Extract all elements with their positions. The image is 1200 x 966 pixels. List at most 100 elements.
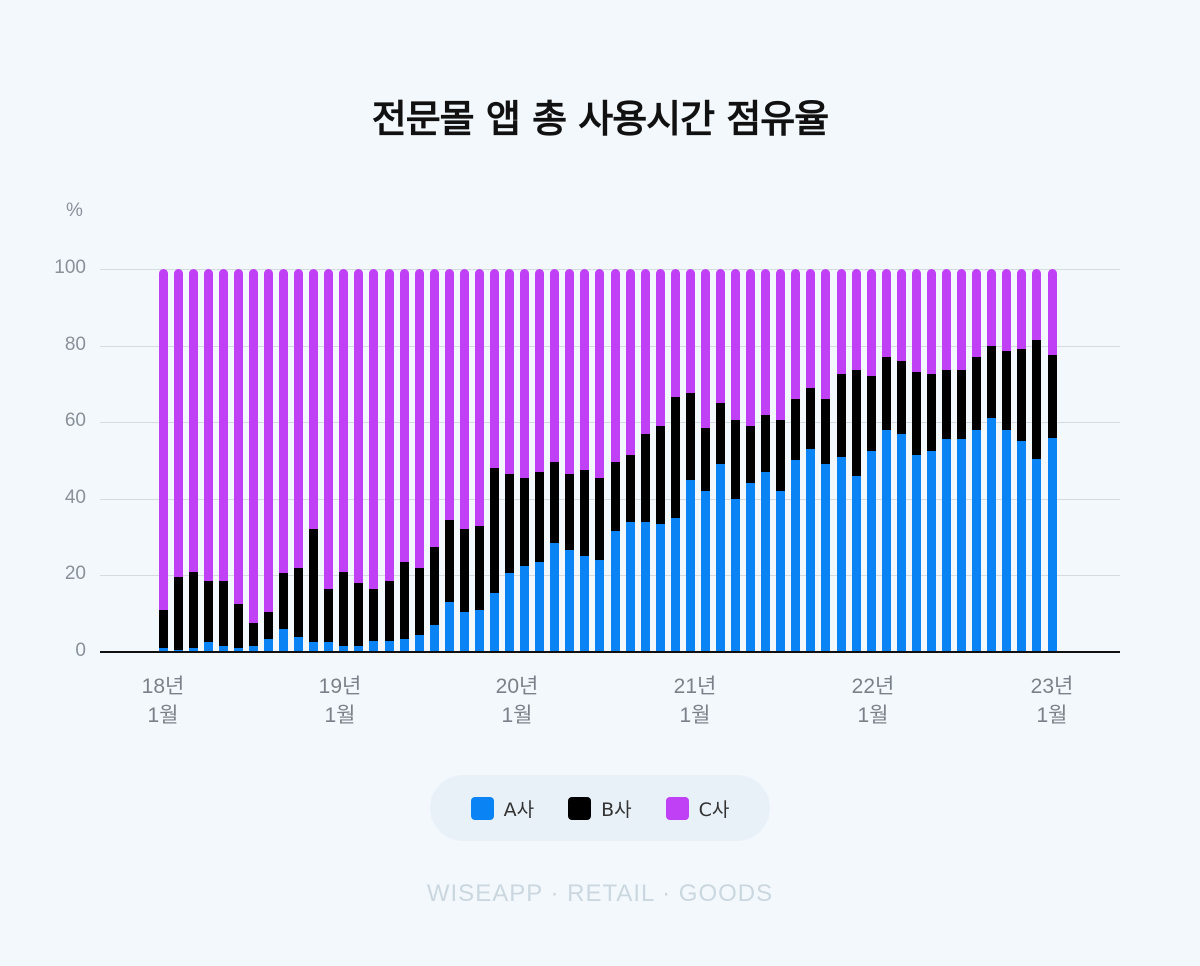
- stacked-bar[interactable]: [851, 269, 861, 652]
- stacked-bar[interactable]: [926, 269, 936, 652]
- stacked-bar[interactable]: [399, 269, 409, 652]
- gridline: [100, 575, 1120, 577]
- stacked-bar[interactable]: [776, 269, 786, 652]
- bar-segment: [203, 642, 213, 652]
- bar-segment: [942, 370, 952, 440]
- stacked-bar[interactable]: [444, 269, 454, 652]
- bar-segment: [324, 588, 334, 643]
- stacked-bar[interactable]: [263, 269, 273, 652]
- gridline: [100, 269, 1120, 270]
- stacked-bar[interactable]: [595, 269, 605, 652]
- stacked-bar[interactable]: [716, 269, 725, 652]
- bar-segment: [746, 426, 756, 484]
- legend-item-b[interactable]: B사: [568, 795, 632, 822]
- stacked-bar[interactable]: [1047, 269, 1057, 652]
- stacked-bar[interactable]: [324, 269, 334, 652]
- stacked-bar[interactable]: [746, 269, 756, 652]
- bar-segment: [610, 269, 620, 463]
- stacked-bar[interactable]: [836, 269, 846, 652]
- stacked-bar[interactable]: [700, 269, 710, 652]
- stacked-bar[interactable]: [896, 269, 906, 652]
- stacked-bar[interactable]: [354, 269, 364, 652]
- bar-segment: [294, 269, 304, 568]
- bar-segment: [821, 399, 831, 465]
- stacked-bar[interactable]: [640, 269, 650, 652]
- stacked-bar[interactable]: [806, 269, 816, 652]
- stacked-bar[interactable]: [414, 269, 424, 652]
- stacked-bar[interactable]: [158, 269, 168, 652]
- bar-segment: [942, 269, 952, 371]
- stacked-bar[interactable]: [610, 269, 620, 652]
- bar-segment: [911, 269, 921, 373]
- stacked-bar[interactable]: [339, 269, 349, 652]
- stacked-bar[interactable]: [520, 269, 530, 652]
- stacked-bar[interactable]: [474, 269, 484, 652]
- legend: A사 B사 C사: [430, 775, 770, 841]
- bar-segment: [173, 269, 183, 578]
- stacked-bar[interactable]: [987, 269, 997, 652]
- bar-segment: [655, 426, 665, 524]
- bar-segment: [625, 521, 635, 652]
- bar-segment: [399, 638, 409, 652]
- stacked-bar[interactable]: [972, 269, 982, 652]
- stacked-bar[interactable]: [821, 269, 831, 652]
- stacked-bar[interactable]: [580, 269, 590, 652]
- stacked-bar[interactable]: [866, 269, 876, 652]
- bar-segment: [263, 611, 273, 639]
- stacked-bar[interactable]: [670, 269, 680, 652]
- stacked-bar[interactable]: [1017, 269, 1027, 652]
- stacked-bar[interactable]: [881, 269, 891, 652]
- bar-segment: [580, 269, 590, 471]
- legend-item-a[interactable]: A사: [470, 795, 534, 822]
- stacked-bar[interactable]: [957, 269, 967, 652]
- stacked-bar[interactable]: [655, 269, 665, 652]
- stacked-bar[interactable]: [309, 269, 319, 652]
- bar-segment: [1017, 269, 1027, 350]
- bar-segment: [670, 397, 680, 518]
- stacked-bar[interactable]: [761, 269, 771, 652]
- stacked-bar[interactable]: [173, 269, 183, 652]
- stacked-bar[interactable]: [550, 269, 560, 652]
- stacked-bar[interactable]: [248, 269, 258, 652]
- stacked-bar[interactable]: [625, 269, 635, 652]
- stacked-bar[interactable]: [685, 269, 695, 652]
- bar-segment: [384, 581, 394, 641]
- stacked-bar[interactable]: [203, 269, 213, 652]
- y-axis-unit: %: [66, 200, 83, 221]
- stacked-bar[interactable]: [218, 269, 228, 652]
- stacked-bar[interactable]: [369, 269, 379, 652]
- stacked-bar[interactable]: [459, 269, 469, 652]
- stacked-bar[interactable]: [429, 269, 439, 652]
- stacked-bar[interactable]: [791, 269, 801, 652]
- bar-segment: [369, 640, 379, 652]
- stacked-bar[interactable]: [233, 269, 243, 652]
- bar-segment: [700, 491, 710, 652]
- stacked-bar[interactable]: [942, 269, 952, 652]
- stacked-bar[interactable]: [505, 269, 515, 652]
- x-tick-label: 19년 1월: [318, 675, 362, 727]
- bar-segment: [263, 638, 273, 652]
- bar-segment: [309, 269, 319, 530]
- stacked-bar[interactable]: [535, 269, 545, 652]
- stacked-bar[interactable]: [384, 269, 394, 652]
- stacked-bar[interactable]: [1032, 269, 1042, 652]
- stacked-bar[interactable]: [565, 269, 575, 652]
- bar-segment: [339, 646, 349, 652]
- bar-segment: [429, 546, 439, 626]
- bar-segment: [369, 269, 379, 589]
- stacked-bar[interactable]: [911, 269, 921, 652]
- bar-segment: [158, 269, 168, 610]
- stacked-bar[interactable]: [1002, 269, 1012, 652]
- bar-segment: [339, 571, 349, 647]
- stacked-bar[interactable]: [489, 269, 499, 652]
- bar-segment: [279, 269, 289, 574]
- stacked-bar[interactable]: [731, 269, 741, 652]
- stacked-bar[interactable]: [279, 269, 289, 652]
- bar-segment: [716, 464, 725, 652]
- bar-segment: [459, 269, 469, 530]
- legend-item-c[interactable]: C사: [665, 795, 729, 822]
- bar-segment: [716, 403, 725, 465]
- stacked-bar[interactable]: [294, 269, 304, 652]
- bar-segment: [610, 462, 620, 532]
- stacked-bar[interactable]: [188, 269, 198, 652]
